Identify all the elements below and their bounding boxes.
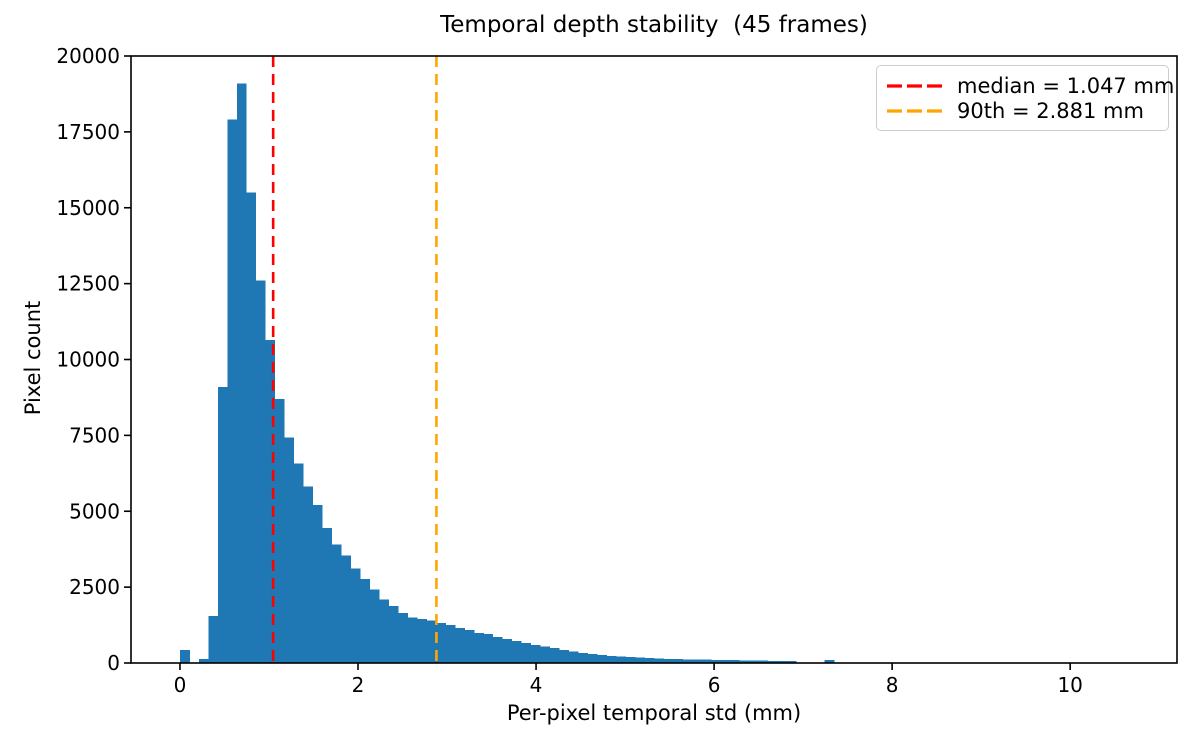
y-tick-label: 2500 [69,575,120,599]
y-tick-label: 15000 [56,196,120,220]
histogram-bar [578,652,589,663]
histogram-bar [255,280,266,663]
legend-label-median: median = 1.047 mm [957,73,1175,98]
histogram-bar [265,339,276,663]
histogram-bar [379,599,389,663]
histogram-bar [179,649,190,663]
histogram-bar [559,649,570,663]
histogram-bar [398,612,408,663]
histogram-bar [227,119,238,664]
histogram-bar [492,637,503,663]
histogram-bar [758,660,769,663]
histogram-bar [824,659,835,663]
histogram-bar [312,505,323,663]
histogram-bar [663,658,674,663]
y-tick-label: 20000 [56,44,120,68]
chart-title: Temporal depth stability (45 frames) [440,12,868,38]
histogram-bar [360,579,370,663]
histogram-bar [521,642,532,663]
histogram-bar [331,544,342,663]
plot-spines [130,55,1178,664]
histogram-bar [350,568,361,663]
histogram-bar [625,656,636,663]
histogram-bar [587,654,598,663]
histogram-bar [568,651,579,663]
histogram-bar [530,644,541,663]
histogram-bar [691,659,702,663]
histogram-bar [720,659,731,663]
histogram-bar [217,386,228,663]
histogram-bar [274,398,285,663]
legend-entry-90th: 90th = 2.881 mm [887,99,1158,125]
histogram-bar [710,659,721,663]
x-tick-label: 2 [352,673,365,697]
x-tick-label: 0 [174,673,187,697]
histogram-bar [246,192,257,663]
y-tick-label: 0 [107,651,120,675]
histogram-bar [616,656,626,663]
y-tick-label: 12500 [56,272,120,296]
y-tick-label: 17500 [56,120,120,144]
y-axis-label: Pixel count [21,300,45,416]
histogram-bar [236,83,247,663]
histogram-bar [540,646,551,663]
histogram-bar [445,625,456,663]
histogram-bar [369,589,380,663]
axis-ticks: 0 2 4 6 8 10 0 2500 5000 7500 10000 12500 15000 17500… [56,44,1083,697]
legend-label-90th: 90th = 2.881 mm [957,99,1144,124]
y-tick-label: 5000 [69,499,120,523]
histogram-bar [426,620,437,663]
histogram-bar [473,632,484,663]
histogram-bars [179,83,835,664]
legend-box: median = 1.047 mm 90th = 2.881 mm [876,65,1174,131]
legend-entry-median: median = 1.047 mm [887,73,1174,99]
histogram-bar [701,659,712,663]
histogram-bar [407,617,418,663]
x-tick-label: 8 [886,673,899,697]
histogram-bar [597,654,607,663]
histogram-bar [454,628,465,663]
x-tick-label: 4 [530,673,543,697]
histogram-bar [682,659,693,663]
histogram-bar [464,630,475,663]
histogram-bar [739,660,750,663]
histogram-bar [729,660,740,663]
histogram-bar [208,615,219,663]
histogram-bar [293,463,304,663]
y-tick-label: 7500 [69,423,120,447]
x-tick-label: 10 [1057,673,1082,697]
histogram-bar [549,648,560,663]
histogram-bar [502,639,513,663]
histogram-bar [635,657,645,663]
histogram-bar [284,437,295,663]
median-dashed-line-icon [887,84,943,88]
x-tick-label: 6 [708,673,721,697]
histogram-bar [777,660,788,663]
histogram-bar [654,658,664,663]
histogram-bar [435,622,446,663]
histogram-bar [483,634,494,663]
histogram-bar [416,618,427,663]
histogram-bar [748,660,759,663]
histogram-bar [672,659,683,663]
histogram-bar [606,656,617,663]
histogram-bar [644,657,655,663]
x-axis-label: Per-pixel temporal std (mm) [506,701,802,725]
histogram-bar [767,660,778,663]
histogram-bar [511,641,522,663]
histogram-bar [322,527,333,663]
y-tick-label: 10000 [56,348,120,372]
histogram-bar [786,660,797,663]
histogram-bar [388,605,399,663]
histogram-bar [341,555,352,663]
histogram-bar [303,486,314,663]
90th-percentile-dashed-line-icon [887,109,943,113]
histogram-bar [198,659,209,663]
